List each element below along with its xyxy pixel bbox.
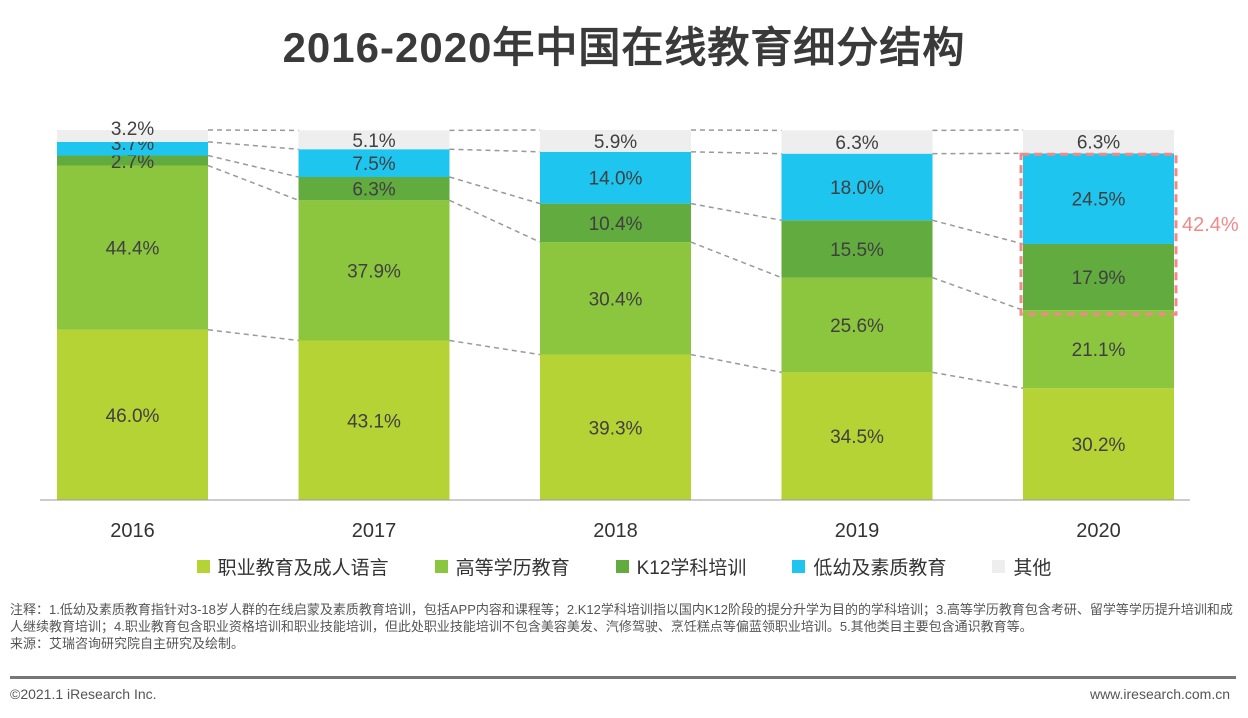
connector-line [690,241,782,279]
connector-line [449,148,541,153]
annotation-label: 42.4% [1182,214,1239,236]
bar-segment [1023,153,1174,244]
data-label: 24.5% [1072,190,1126,211]
bar-segment [57,329,208,500]
data-label: 6.3% [352,180,395,201]
connector-line [449,199,541,243]
data-label: 10.4% [589,214,643,235]
bar-segment [1023,130,1174,154]
connector-line [690,202,782,222]
connector-line [932,219,1024,245]
bar-segment [540,354,691,500]
bar-segment [781,372,933,500]
copyright: ©2021.1 iResearch Inc. [10,686,157,702]
stacked-bar-chart: 46.0%44.4%2.7%3.7%3.2%201643.1%37.9%6.3%… [40,119,1239,542]
connector-line [932,276,1024,311]
bar-segment [1023,388,1174,500]
bar-segment [298,149,450,177]
bar-segment [540,130,691,152]
connector-line [207,141,299,150]
bar-segment [57,165,208,330]
connector-line [690,353,782,374]
bar-segment [298,176,450,201]
connector-line [449,339,541,356]
data-label: 30.2% [1072,435,1126,456]
bar-segment [1023,310,1174,389]
x-tick-label: 2020 [1076,520,1121,542]
data-label: 5.1% [352,131,395,152]
connector-line [207,154,299,178]
note-text: 注释：1.低幼及素质教育指针对3-18岁人群的在线启蒙及素质教育培训，包括APP… [10,602,1233,634]
data-label: 18.0% [830,178,884,199]
data-label: 43.1% [347,411,401,432]
bar-segment [57,130,208,142]
data-label: 6.3% [1077,133,1120,154]
notes: 注释：1.低幼及素质教育指针对3-18岁人群的在线启蒙及素质教育培训，包括APP… [10,601,1240,652]
legend-swatch [792,560,806,573]
bar-segment [540,203,691,243]
source-text: 来源：艾瑞咨询研究院自主研究及绘制。 [10,636,245,651]
data-label: 44.4% [106,239,160,260]
legend-swatch [196,560,210,573]
bar-segment [57,141,208,156]
data-label: 39.3% [589,418,643,439]
data-label: 46.0% [106,406,160,427]
bar-segment [781,277,933,373]
x-tick-label: 2016 [110,520,155,542]
chart-title: 2016-2020年中国在线教育细分结构 [282,24,966,71]
x-tick-label: 2019 [835,520,880,542]
data-label: 6.3% [835,133,878,154]
data-label: 14.0% [589,169,643,190]
bar-segment [540,242,691,355]
legend: 职业教育及成人语言 高等学历教育 K12学科培训 低幼及素质教育 其他 [0,553,1248,580]
bar-segment [781,220,933,278]
data-label: 37.9% [347,261,401,282]
x-tick-label: 2018 [593,520,638,542]
legend-label: 其他 [1013,558,1052,579]
bar-segment [298,200,450,341]
legend-swatch [434,560,448,573]
x-tick-label: 2017 [352,520,397,542]
legend-item: 其他 [992,553,1051,580]
data-label: 5.9% [594,132,637,153]
connector-line [207,329,299,342]
bar-segment [1023,243,1174,311]
bar-segment [298,340,450,500]
data-label: 15.5% [830,240,884,261]
highlight-box [1019,152,1178,316]
legend-label: 职业教育及成人语言 [217,558,389,579]
connector-line [207,164,299,202]
divider [10,676,1236,679]
data-label: 25.6% [830,316,884,337]
data-label: 17.9% [1072,268,1126,289]
bar-segment [781,153,933,221]
bar-segment [57,155,208,166]
connector-line [690,151,782,155]
data-label: 3.2% [111,119,154,140]
data-label: 34.5% [830,427,884,448]
bar-segment [540,151,691,204]
legend-label: K12学科培训 [636,558,747,579]
bar-segment [298,130,450,150]
legend-label: 低幼及素质教育 [813,558,947,579]
legend-item: K12学科培训 [615,553,747,580]
legend-item: 低幼及素质教育 [792,553,946,580]
legend-label: 高等学历教育 [455,558,570,579]
legend-swatch [992,560,1006,573]
bar-segment [781,130,933,154]
legend-item: 职业教育及成人语言 [196,553,389,580]
connector-line [449,176,541,205]
data-label: 30.4% [589,289,643,310]
website-link[interactable]: www.iresearch.com.cn [1089,686,1230,702]
data-label: 2.7% [111,152,154,173]
data-label: 21.1% [1072,340,1126,361]
connector-line [932,371,1024,389]
data-label: 7.5% [352,154,395,175]
legend-item: 高等学历教育 [434,553,570,580]
legend-swatch [615,560,629,573]
